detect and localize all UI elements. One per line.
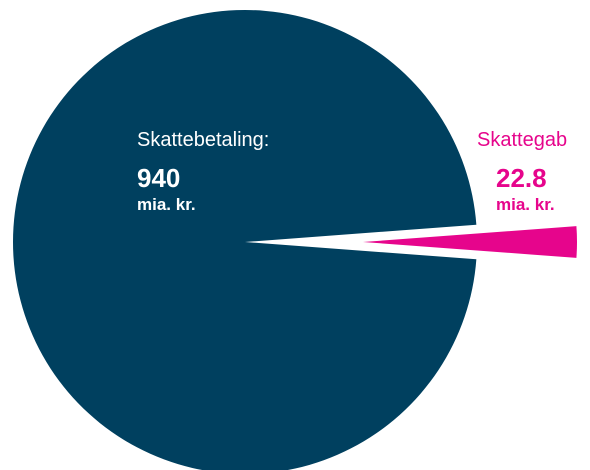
slice-label-skattegab-value: 22.8 (496, 163, 547, 193)
pie-slices (13, 10, 578, 470)
pie-slice-skattegab (363, 226, 578, 258)
slice-label-skattebetaling-unit: mia. kr. (137, 195, 196, 214)
slice-label-skattebetaling-name: Skattebetaling: (137, 129, 269, 151)
slice-label-skattebetaling-value: 940 (137, 163, 180, 193)
slice-label-skattegab-name: Skattegab (477, 129, 567, 151)
slice-label-skattegab-unit: mia. kr. (496, 195, 555, 214)
pie-slice-skattebetaling (13, 10, 477, 470)
